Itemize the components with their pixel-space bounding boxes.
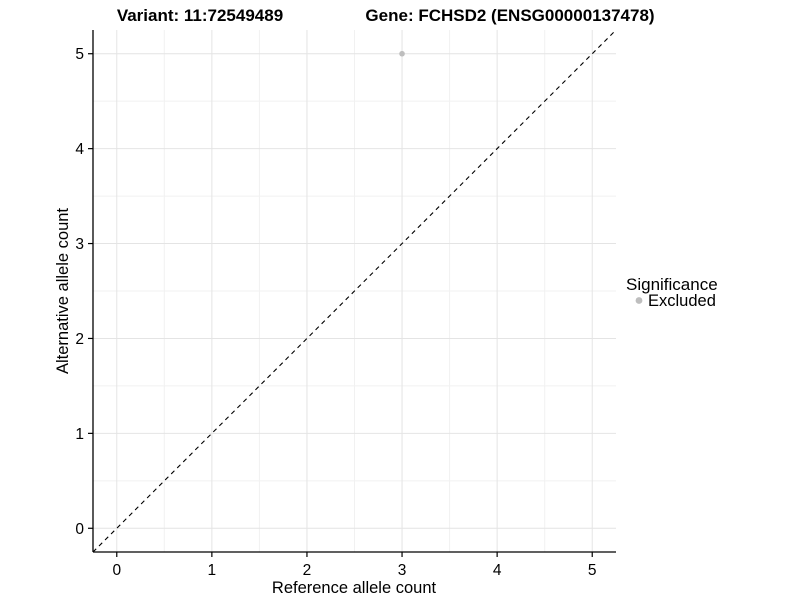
plot-title-variant: Variant: 11:72549489 — [117, 6, 283, 25]
x-tick-label: 5 — [588, 562, 597, 579]
legend-key-dot-icon — [635, 297, 643, 304]
y-tick-label: 1 — [75, 426, 84, 443]
x-tick-label: 2 — [303, 562, 312, 579]
data-points — [399, 50, 405, 57]
identity-dashed-line — [92, 29, 617, 553]
y-tick-label: 5 — [75, 46, 84, 63]
x-tick-label: 4 — [493, 562, 502, 579]
legend: Significance Excluded — [626, 275, 718, 310]
legend-title: Significance — [626, 275, 718, 294]
x-tick-label: 3 — [398, 562, 407, 579]
x-tick-label: 0 — [112, 562, 121, 579]
axes: 0 1 2 3 4 5 0 1 2 3 4 5 — [75, 30, 616, 579]
identity-line — [92, 29, 617, 553]
y-tick-label: 3 — [75, 236, 84, 253]
y-tick-label: 4 — [75, 141, 84, 158]
legend-label-excluded: Excluded — [648, 292, 716, 310]
x-axis-label: Reference allele count — [272, 579, 437, 597]
plot-title-gene: Gene: FCHSD2 (ENSG00000137478) — [365, 6, 654, 25]
y-axis-label: Alternative allele count — [54, 208, 72, 374]
y-tick-label: 2 — [75, 331, 84, 348]
gridlines — [93, 30, 616, 552]
data-point — [399, 50, 405, 57]
y-tick-label: 0 — [75, 521, 84, 538]
x-tick-label: 1 — [208, 562, 217, 579]
